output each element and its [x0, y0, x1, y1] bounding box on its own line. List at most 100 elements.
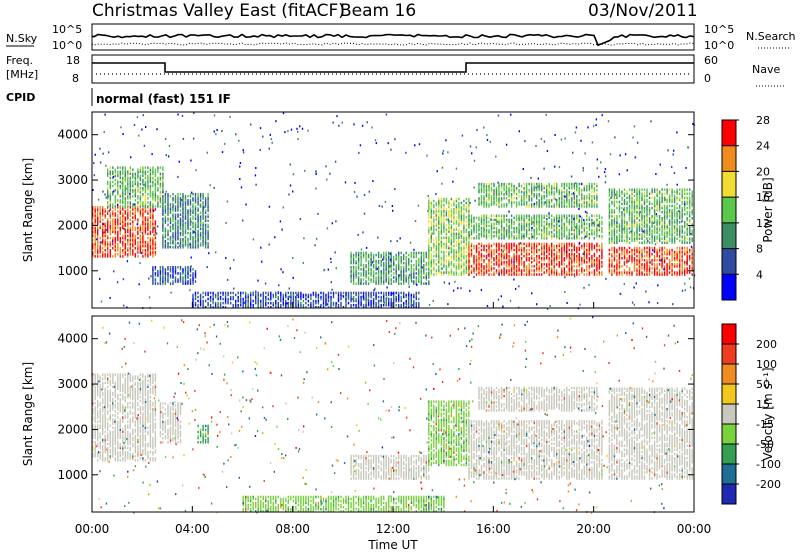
heatmap-cell	[525, 259, 528, 262]
heatmap-cell	[184, 221, 187, 225]
heatmap-cell	[438, 218, 440, 221]
heatmap-cell	[448, 226, 450, 229]
heatmap-cell	[508, 261, 510, 264]
heatmap-cell	[109, 170, 111, 173]
heatmap-cell	[583, 199, 585, 202]
heatmap-cell	[144, 186, 147, 190]
heatmap-cell	[122, 224, 124, 227]
heatmap-cell	[611, 235, 613, 238]
heatmap-cell	[561, 226, 563, 230]
heatmap-cell	[633, 188, 636, 191]
heatmap-cell	[428, 199, 430, 203]
heatmap-cell	[440, 257, 443, 260]
heatmap-cell	[510, 222, 513, 226]
heatmap-cell	[463, 199, 465, 203]
heatmap-cell	[608, 221, 611, 224]
heatmap-cell	[658, 229, 661, 232]
heatmap-cell	[450, 226, 453, 229]
heatmap-cell	[430, 208, 432, 211]
heatmap-cell	[495, 242, 498, 246]
heatmap-cell	[643, 254, 646, 258]
heatmap-cell	[578, 220, 580, 224]
heatmap-cell	[152, 266, 154, 269]
heatmap-cell	[648, 259, 651, 262]
heatmap-cell	[513, 193, 515, 196]
heatmap-cell	[586, 254, 588, 258]
heatmap-cell	[162, 209, 164, 212]
heatmap-cell	[608, 212, 611, 216]
heatmap-cell	[367, 272, 370, 275]
heatmap-cell	[435, 224, 437, 227]
heatmap-cell	[520, 216, 523, 220]
heatmap-cell	[611, 263, 613, 266]
heatmap-cell	[433, 220, 435, 223]
heatmap-cell	[563, 216, 565, 220]
heatmap-cell	[390, 251, 392, 255]
heatmap-cell	[109, 255, 111, 258]
heatmap-cell	[671, 212, 673, 216]
heatmap-cell	[658, 235, 661, 238]
heatmap-cell	[618, 254, 621, 258]
heatmap-cell	[149, 251, 152, 254]
heatmap-cell	[525, 257, 528, 260]
heatmap-cell	[679, 217, 681, 220]
heatmap-cell	[548, 224, 550, 228]
heatmap-cell	[380, 274, 382, 277]
heatmap-cell	[611, 210, 613, 214]
heatmap-cell	[473, 228, 475, 232]
heatmap-cell	[172, 227, 174, 231]
heatmap-cell	[119, 205, 121, 208]
heatmap-cell	[174, 217, 177, 220]
heatmap-cell	[485, 269, 488, 272]
heatmap-cell	[114, 212, 116, 215]
heatmap-cell	[505, 271, 508, 274]
heatmap-cell	[174, 280, 177, 283]
heatmap-cell	[684, 200, 686, 204]
heatmap-cell	[643, 196, 646, 200]
heatmap-cell	[528, 269, 530, 272]
heatmap-cell	[515, 197, 518, 200]
heatmap-cell	[538, 214, 540, 217]
heatmap-cell	[204, 211, 207, 214]
heatmap-cell	[438, 197, 440, 201]
heatmap-cell	[350, 278, 352, 281]
heatmap-cell	[129, 182, 131, 186]
heatmap-cell	[558, 188, 560, 192]
heatmap-cell	[548, 188, 550, 192]
heatmap-cell	[636, 217, 638, 220]
heatmap-cell	[533, 250, 535, 254]
heatmap-cell	[543, 263, 545, 266]
heatmap-cell	[661, 219, 663, 222]
heatmap-cell	[563, 230, 565, 234]
heatmap-cell	[152, 212, 154, 215]
heatmap-cell	[638, 259, 641, 262]
heatmap-cell	[109, 195, 111, 198]
heatmap-cell	[566, 190, 568, 194]
heatmap-cell	[132, 212, 134, 215]
heatmap-cell	[122, 184, 124, 188]
heatmap-cell	[139, 228, 142, 232]
heatmap-cell	[631, 239, 633, 242]
heatmap-cell	[510, 244, 513, 248]
heatmap-cell	[455, 228, 458, 231]
heatmap-cell	[132, 216, 134, 219]
heatmap-cell	[643, 273, 646, 276]
heatmap-cell	[633, 257, 636, 260]
heatmap-cell	[435, 259, 437, 262]
heatmap-cell	[553, 195, 555, 198]
heatmap-cell	[505, 218, 508, 222]
heatmap-cell	[538, 273, 540, 276]
heatmap-cell	[601, 244, 603, 248]
heatmap-cell	[154, 242, 157, 246]
heatmap-cell	[423, 282, 425, 285]
heatmap-cell	[525, 216, 528, 220]
heatmap-cell	[671, 221, 673, 224]
heatmap-cell	[490, 226, 493, 230]
heatmap-cell	[122, 242, 124, 246]
heatmap-cell	[546, 237, 548, 240]
heatmap-cell	[515, 228, 518, 232]
heatmap-cell	[192, 207, 194, 210]
heatmap-cell	[137, 208, 139, 211]
heatmap-cell	[468, 244, 470, 248]
heatmap-cell	[435, 250, 437, 254]
